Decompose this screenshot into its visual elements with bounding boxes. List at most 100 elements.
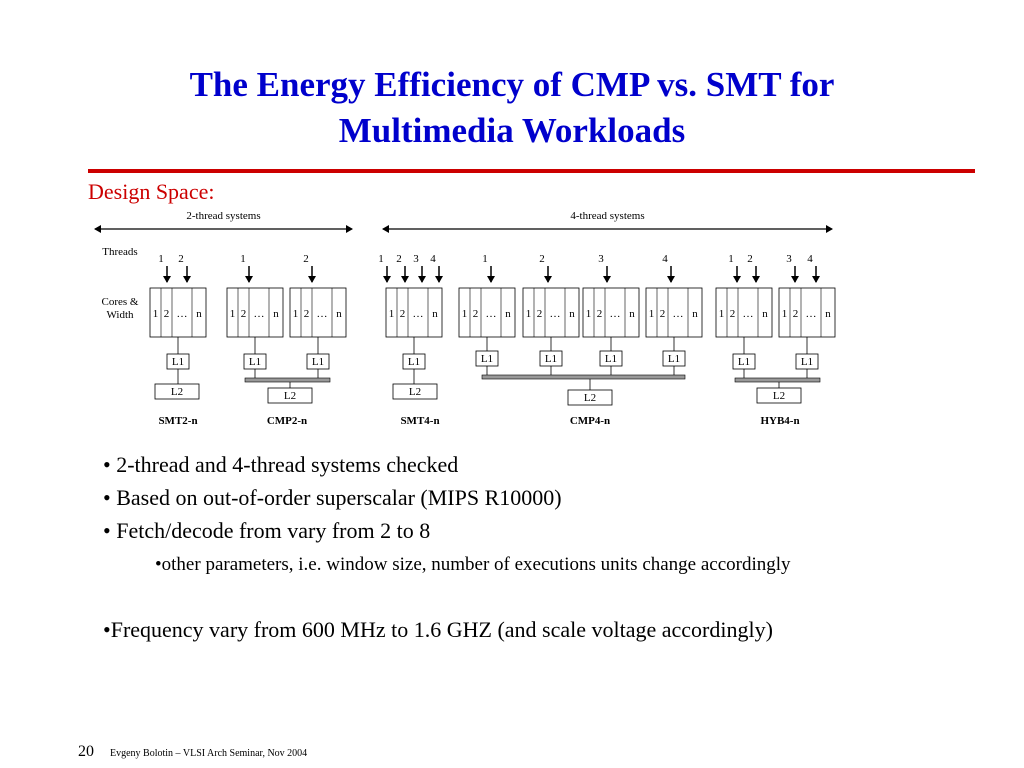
l2-cache xyxy=(267,387,313,404)
core-cell-label: 1 xyxy=(153,308,159,320)
l2-cache xyxy=(392,383,438,400)
core-cell-label: 2 xyxy=(241,308,247,320)
bus xyxy=(481,374,686,380)
core-cell-label: 2 xyxy=(660,308,666,320)
l1-label: L1 xyxy=(738,356,750,368)
sub-bullet: •other parameters, i.e. window size, num… xyxy=(155,554,791,575)
l1-label: L1 xyxy=(481,353,493,365)
core-cell-label: n xyxy=(629,308,635,320)
core-cell-label: … xyxy=(317,308,328,320)
thread-label: 2 xyxy=(539,253,545,265)
core-cell-label: 2 xyxy=(400,308,406,320)
l2-label: L2 xyxy=(584,392,596,404)
core-cell-label: 1 xyxy=(526,308,532,320)
thread-label: 3 xyxy=(598,253,604,265)
l2-label: L2 xyxy=(171,386,183,398)
core-cell-label: n xyxy=(336,308,342,320)
group-label: 2-thread systems xyxy=(186,210,260,222)
title-line: The Energy Efficiency of CMP vs. SMT for xyxy=(189,65,835,104)
core-cell-label: 2 xyxy=(164,308,170,320)
l2-label: L2 xyxy=(409,386,421,398)
system-name: SMT2-n xyxy=(158,415,197,427)
l1-label: L1 xyxy=(668,353,680,365)
l1-label: L1 xyxy=(249,356,261,368)
core xyxy=(778,287,836,338)
bullet: •Frequency vary from 600 MHz to 1.6 GHZ … xyxy=(103,617,773,642)
core-cell-label: 1 xyxy=(719,308,725,320)
core-cell-label: n xyxy=(762,308,768,320)
thread-label: 3 xyxy=(413,253,419,265)
thread-label: 1 xyxy=(482,253,488,265)
bullet: • 2-thread and 4-thread systems checked xyxy=(103,452,459,477)
thread-label: 1 xyxy=(378,253,384,265)
group-label: 4-thread systems xyxy=(570,210,644,222)
thread-label: 4 xyxy=(662,253,668,265)
core-cell-label: 1 xyxy=(649,308,655,320)
thread-label: 3 xyxy=(786,253,792,265)
thread-label: 4 xyxy=(430,253,436,265)
core xyxy=(226,287,284,338)
core-cell-label: 2 xyxy=(793,308,799,320)
l2-cache xyxy=(567,389,613,406)
core-cell-label: n xyxy=(692,308,698,320)
l1-label: L1 xyxy=(172,356,184,368)
l1-label: L1 xyxy=(605,353,617,365)
core-cell-label: … xyxy=(673,308,684,320)
core-cell-label: n xyxy=(569,308,575,320)
page-number: 20 xyxy=(78,743,94,760)
row-label: Cores & Width xyxy=(101,296,139,321)
footer-credit: Evgeny Bolotin – VLSI Arch Seminar, Nov … xyxy=(110,748,308,759)
core xyxy=(385,287,443,338)
l2-cache xyxy=(756,387,802,404)
core-cell-label: … xyxy=(743,308,754,320)
system-name: HYB4-n xyxy=(760,415,799,427)
core xyxy=(289,287,347,338)
core-cell-label: 2 xyxy=(730,308,736,320)
system-name: CMP2-n xyxy=(267,415,307,427)
core-cell-label: … xyxy=(177,308,188,320)
core-cell-label: 1 xyxy=(293,308,299,320)
core xyxy=(522,287,580,338)
core-cell-label: 2 xyxy=(304,308,310,320)
bullet: • Fetch/decode from vary from 2 to 8 xyxy=(103,518,431,543)
core-cell-label: 1 xyxy=(586,308,592,320)
title: The Energy Efficiency of CMP vs. SMT for… xyxy=(0,62,1024,154)
row-label: Threads xyxy=(102,246,138,258)
thread-label: 1 xyxy=(728,253,734,265)
core-cell-label: … xyxy=(806,308,817,320)
core-cell-label: n xyxy=(273,308,279,320)
bus xyxy=(244,377,331,383)
thread-label: 2 xyxy=(396,253,402,265)
bus xyxy=(734,377,821,383)
bullet: • Based on out-of-order superscalar (MIP… xyxy=(103,485,562,510)
core-cell-label: 1 xyxy=(782,308,788,320)
section-heading: Design Space: xyxy=(88,179,215,204)
l1-label: L1 xyxy=(408,356,420,368)
system-name: CMP4-n xyxy=(570,415,610,427)
core-cell-label: 1 xyxy=(389,308,395,320)
core xyxy=(715,287,773,338)
title-line: Multimedia Workloads xyxy=(338,111,686,150)
core xyxy=(458,287,516,338)
core-cell-label: … xyxy=(610,308,621,320)
thread-label: 4 xyxy=(807,253,813,265)
title-rule xyxy=(88,169,975,173)
thread-label: 2 xyxy=(178,253,184,265)
l2-label: L2 xyxy=(284,390,296,402)
core-cell-label: 2 xyxy=(597,308,603,320)
core xyxy=(582,287,640,338)
l1-label: L1 xyxy=(801,356,813,368)
core-cell-label: 2 xyxy=(537,308,543,320)
l1-label: L1 xyxy=(312,356,324,368)
thread-label: 2 xyxy=(303,253,309,265)
core-cell-label: 2 xyxy=(473,308,479,320)
thread-label: 1 xyxy=(240,253,246,265)
l2-label: L2 xyxy=(773,390,785,402)
core xyxy=(645,287,703,338)
l2-cache xyxy=(154,383,200,400)
l1-label: L1 xyxy=(545,353,557,365)
core-cell-label: n xyxy=(196,308,202,320)
core-cell-label: … xyxy=(550,308,561,320)
